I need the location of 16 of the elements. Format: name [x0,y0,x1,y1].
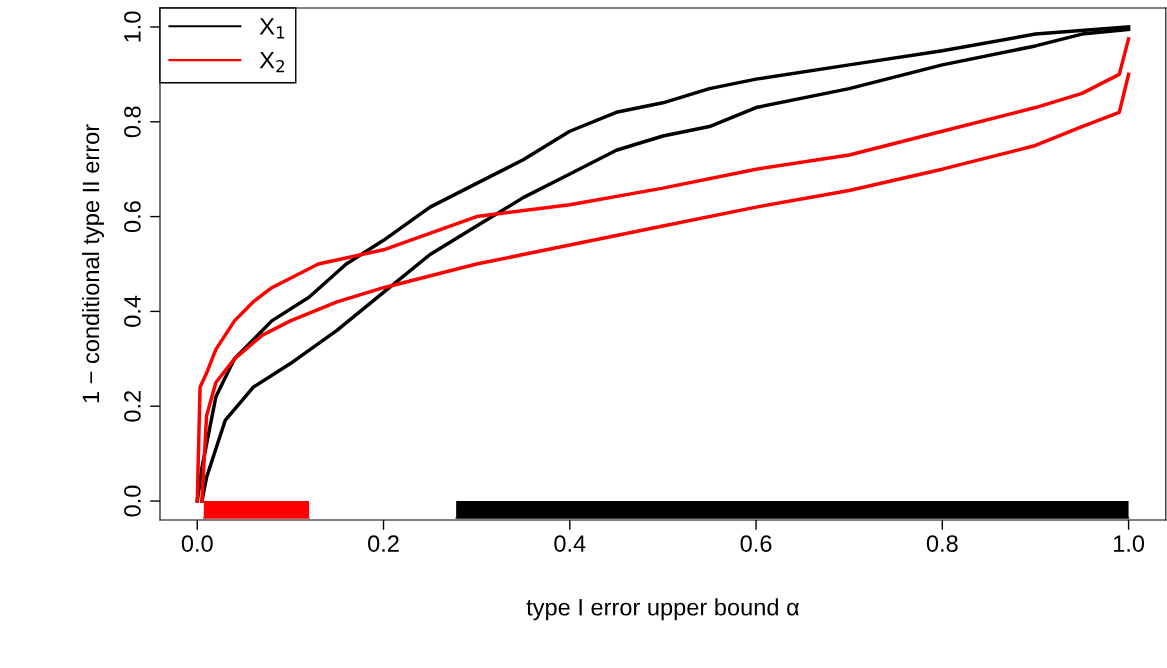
legend-label: X$_{1}$ [259,18,285,39]
y-tick-label: 0.4 [124,295,141,327]
x-tick-label: 0.8 [926,535,958,552]
y-tick-label: 0.0 [124,485,141,517]
x-tick-label: 0.2 [368,535,399,552]
y-tick-label: 0.6 [124,201,141,233]
x-tick-label: 0.4 [554,535,586,552]
y-tick-label: 1.0 [124,11,141,42]
x-axis-title: type I error upper bound α [526,598,800,621]
x-tick-label: 1.0 [1113,535,1145,552]
y-axis-title: 1 − conditional type II error [81,124,104,403]
y-tick-label: 0.2 [124,390,141,422]
x-tick-label: 0.0 [181,535,213,552]
x-tick-label: 0.6 [740,535,772,552]
legend-label: X$_{2}$ [259,52,284,73]
y-tick-label: 0.8 [124,106,141,138]
